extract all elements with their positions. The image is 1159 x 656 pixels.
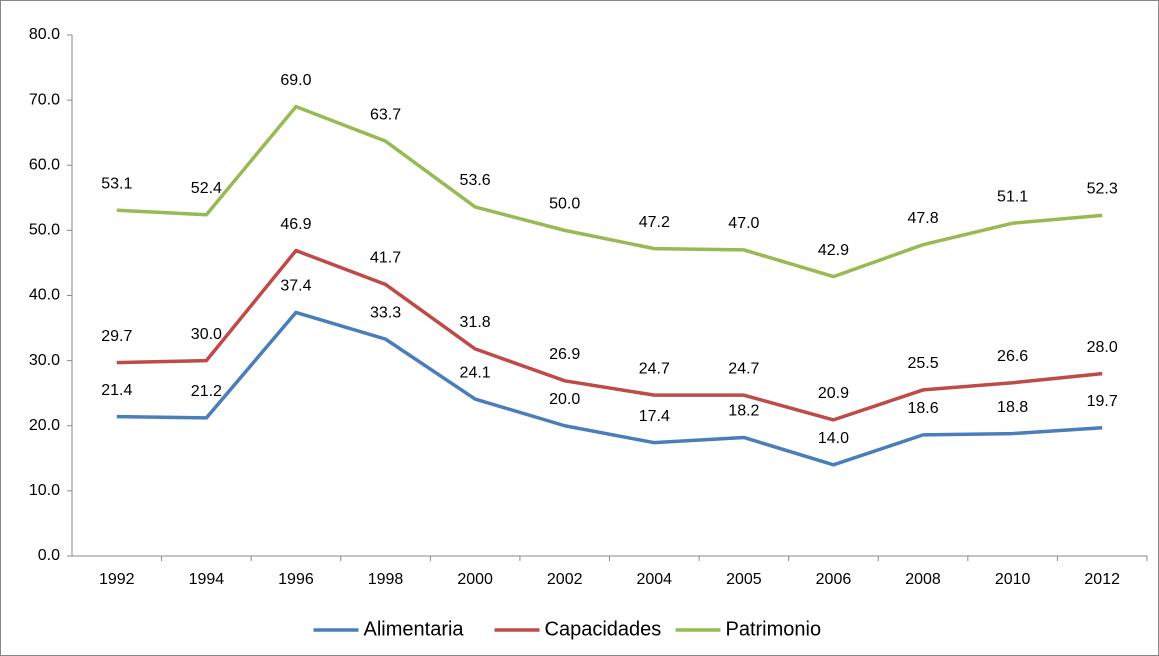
data-label: 29.7 [101, 328, 132, 345]
series-line [116, 104, 1103, 279]
x-tick-label: 1992 [99, 571, 135, 588]
data-label: 14.0 [818, 430, 849, 447]
y-tick-label: 70.0 [29, 91, 60, 108]
data-label: 17.4 [639, 408, 670, 425]
data-label: 47.8 [907, 210, 938, 227]
data-label: 26.6 [997, 348, 1028, 365]
series-line [116, 310, 1103, 467]
data-label: 31.8 [460, 314, 491, 331]
y-tick-label: 10.0 [29, 482, 60, 499]
data-label: 52.3 [1087, 181, 1118, 198]
data-label: 18.6 [907, 400, 938, 417]
data-label: 53.6 [460, 172, 491, 189]
y-tick-label: 30.0 [29, 352, 60, 369]
data-label: 28.0 [1087, 339, 1118, 356]
data-label: 46.9 [280, 216, 311, 233]
x-tick-label: 1996 [278, 571, 314, 588]
data-label: 33.3 [370, 304, 401, 321]
x-tick-label: 2000 [457, 571, 493, 588]
data-label: 30.0 [191, 326, 222, 343]
data-label: 52.4 [191, 180, 222, 197]
data-label: 42.9 [818, 242, 849, 259]
legend-label: Patrimonio [726, 618, 822, 640]
data-label: 26.9 [549, 346, 580, 363]
data-label: 25.5 [907, 355, 938, 372]
data-label: 18.8 [997, 399, 1028, 416]
y-tick-label: 20.0 [29, 417, 60, 434]
y-tick-label: 0.0 [38, 547, 60, 564]
data-label: 24.7 [728, 360, 759, 377]
y-tick-label: 50.0 [29, 222, 60, 239]
data-label: 24.1 [460, 364, 491, 381]
data-label: 47.2 [639, 214, 670, 231]
x-tick-label: 2012 [1084, 571, 1120, 588]
x-tick-label: 2004 [636, 571, 672, 588]
data-label: 20.0 [549, 391, 580, 408]
data-label: 21.2 [191, 383, 222, 400]
legend-label: Capacidades [545, 618, 662, 640]
x-tick-label: 2008 [905, 571, 941, 588]
data-label: 24.7 [639, 360, 670, 377]
y-tick-label: 40.0 [29, 287, 60, 304]
legend-label: Alimentaria [364, 618, 465, 640]
x-tick-label: 2006 [816, 571, 852, 588]
x-tick-label: 2010 [995, 571, 1031, 588]
x-tick-label: 1998 [368, 571, 404, 588]
y-tick-label: 60.0 [29, 156, 60, 173]
data-label: 41.7 [370, 250, 401, 267]
x-tick-label: 1994 [189, 571, 225, 588]
data-label: 69.0 [280, 72, 311, 89]
data-label: 18.2 [728, 403, 759, 420]
data-label: 19.7 [1087, 393, 1118, 410]
data-label: 20.9 [818, 385, 849, 402]
data-label: 47.0 [728, 215, 759, 232]
x-tick-label: 2002 [547, 571, 583, 588]
data-label: 53.1 [101, 175, 132, 192]
series-line [116, 248, 1103, 422]
data-label: 21.4 [101, 382, 132, 399]
data-label: 37.4 [280, 278, 311, 295]
x-tick-label: 2005 [726, 571, 762, 588]
data-label: 51.1 [997, 188, 1028, 205]
y-tick-label: 80.0 [29, 26, 60, 43]
data-label: 50.0 [549, 196, 580, 213]
data-label: 63.7 [370, 106, 401, 123]
